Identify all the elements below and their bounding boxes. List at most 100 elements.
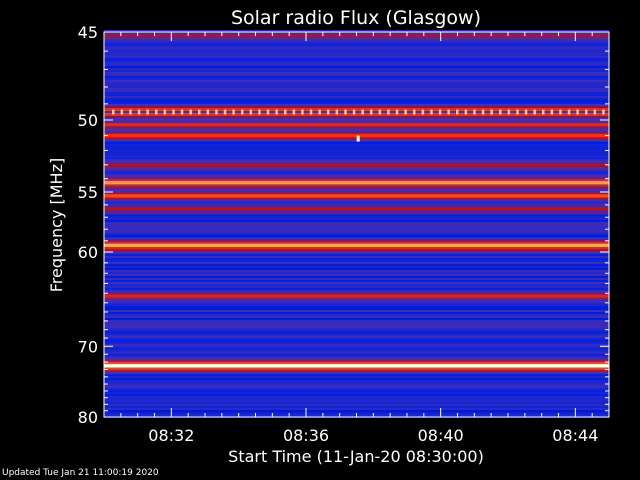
spectrogram-row [104, 52, 609, 54]
band-dot [404, 109, 407, 115]
band-dot [490, 109, 493, 115]
spectrogram-row [104, 216, 609, 218]
spectrogram-row [104, 220, 609, 222]
spectrogram-row [104, 232, 609, 234]
spectrogram-row [104, 88, 609, 90]
band-core [104, 194, 609, 198]
band-dot [447, 109, 450, 115]
spectrogram-row [104, 380, 609, 382]
spectrogram-row [104, 172, 609, 174]
spectrogram-row [104, 76, 609, 78]
band-dot [215, 109, 218, 115]
band-dot [542, 109, 545, 115]
spectrogram-row [104, 142, 609, 144]
band-row [104, 239, 609, 242]
band-dot [232, 109, 235, 115]
spectrogram-row [104, 260, 609, 262]
band-row [104, 37, 609, 40]
footer-updated: Updated Tue Jan 21 11:00:19 2020 [2, 468, 159, 478]
spectrogram-row [104, 74, 609, 76]
band-row [104, 199, 609, 202]
x-tick-label: 08:32 [148, 426, 194, 445]
band-dot [378, 109, 382, 115]
band-row [104, 126, 609, 129]
spectrogram-row [104, 322, 609, 324]
spectrogram-row [104, 50, 609, 52]
band-dot [395, 109, 399, 115]
spectrogram-row [104, 302, 609, 304]
spectrogram-row [104, 350, 609, 352]
axes: 45 50 55 60 70 80 08:32 08:36 08:40 08:44 [78, 23, 610, 445]
band-dot [507, 109, 511, 115]
band-dot [129, 109, 132, 115]
spectrogram-row [104, 334, 609, 336]
band-core [104, 163, 609, 167]
band-row [104, 39, 609, 42]
spectrogram-row [104, 96, 609, 98]
band-dot [352, 109, 356, 115]
spectrogram-row [104, 262, 609, 264]
band-dot [602, 109, 605, 115]
band-dot [146, 109, 149, 115]
band-row [104, 298, 609, 301]
spectrogram-row [104, 286, 609, 288]
band-row [104, 158, 609, 161]
spectrogram-row [104, 280, 609, 282]
band-row [104, 106, 609, 108]
spectrogram-row [104, 230, 609, 232]
band-row [104, 129, 609, 132]
band-dot [421, 109, 425, 115]
spectrogram-row [104, 228, 609, 230]
spectrogram-plot-area [104, 29, 609, 418]
band-dot [327, 109, 330, 115]
band-row [104, 184, 609, 187]
y-tick-label: 80 [78, 408, 98, 427]
spectrogram-row [104, 98, 609, 100]
spectrogram-row [104, 56, 609, 58]
band-row [104, 108, 609, 110]
band-dot [163, 109, 167, 115]
spectrogram-row [104, 90, 609, 92]
band-dot [438, 109, 442, 115]
x-axis-label: Start Time (11-Jan-20 08:30:00) [228, 447, 484, 466]
band-core [104, 134, 609, 138]
band-row [104, 361, 609, 364]
spectrogram-row [104, 386, 609, 388]
spectrogram-row [104, 382, 609, 384]
band-row [104, 120, 609, 123]
spectrogram-row [104, 94, 609, 96]
spectrogram-row [104, 316, 609, 318]
band-dot [180, 109, 184, 115]
band-row [104, 359, 609, 362]
band-dot [241, 109, 244, 115]
spectrogram-row [104, 102, 609, 104]
band-row [104, 367, 609, 370]
spectrogram-row [104, 154, 609, 156]
band-row [104, 251, 609, 254]
band-dot [499, 109, 502, 115]
band-row [104, 292, 609, 295]
spectrogram-row [104, 156, 609, 158]
spectrogram-row [104, 62, 609, 64]
spectrogram-row [104, 396, 609, 398]
band-dot [585, 109, 588, 115]
spectrogram-row [104, 402, 609, 404]
band-dot [550, 109, 554, 115]
spectrogram-row [104, 330, 609, 332]
spectrogram-row [104, 266, 609, 268]
band-dot [387, 109, 390, 115]
band-row [104, 118, 609, 121]
spectrogram-row [104, 148, 609, 150]
spectrogram-row [104, 58, 609, 60]
spectrogram-row [104, 258, 609, 260]
spectrogram-row [104, 288, 609, 290]
band-row [104, 178, 609, 181]
band-row [104, 237, 609, 240]
spectrogram-row [104, 92, 609, 94]
band-dot [155, 109, 158, 115]
spectrogram-row [104, 340, 609, 342]
spectrogram-row [104, 352, 609, 354]
band-dot [335, 109, 339, 115]
spectrogram-row [104, 282, 609, 284]
spectrogram-row [104, 278, 609, 280]
